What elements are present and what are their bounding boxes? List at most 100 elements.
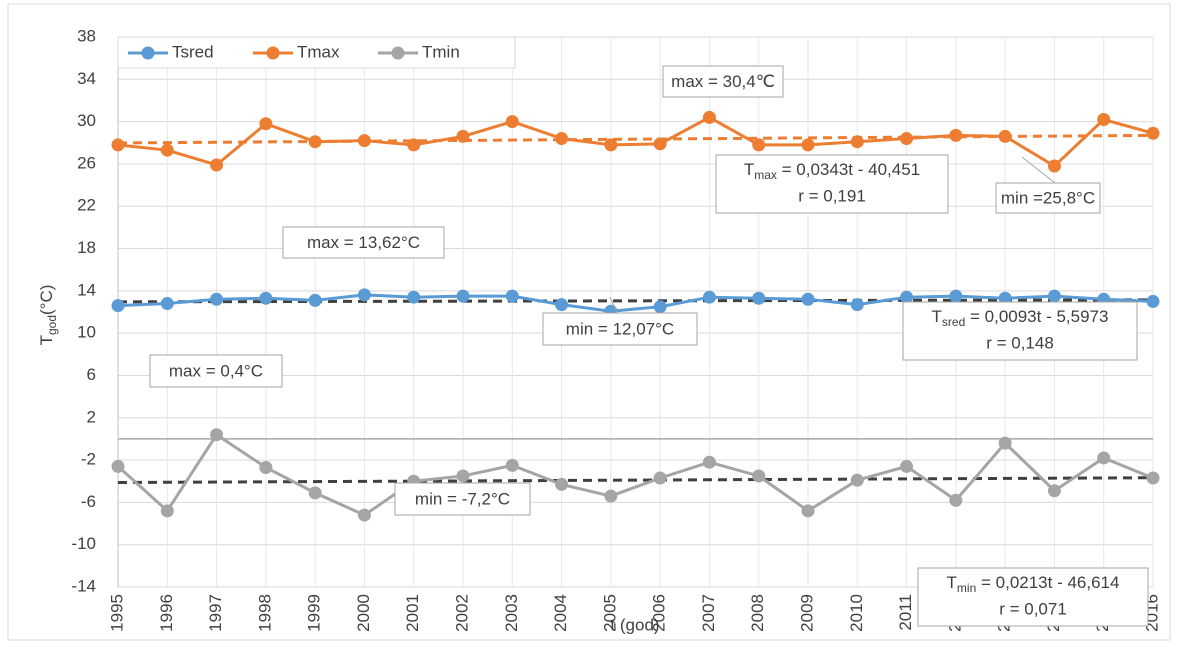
y-tick-label: 22 bbox=[77, 196, 96, 215]
legend-marker bbox=[391, 46, 405, 60]
data-point bbox=[850, 473, 864, 487]
y-label-unit: (°C) bbox=[37, 285, 56, 315]
series-line bbox=[116, 432, 1154, 517]
y-tick-label: 18 bbox=[77, 238, 96, 257]
annotation-box bbox=[715, 154, 949, 214]
x-tick-label: 2004 bbox=[551, 594, 570, 632]
data-point bbox=[555, 132, 569, 146]
x-tick-label: 1999 bbox=[305, 594, 324, 632]
data-point bbox=[653, 471, 667, 485]
data-point bbox=[555, 477, 569, 491]
annotation-text: min = -7,2°C bbox=[415, 489, 510, 508]
data-point bbox=[949, 289, 963, 303]
eq-sub: sred bbox=[942, 315, 965, 329]
data-point bbox=[801, 292, 815, 306]
series-line bbox=[117, 115, 1154, 168]
data-point bbox=[308, 135, 322, 149]
data-point bbox=[555, 298, 569, 312]
y-tick-label: 38 bbox=[77, 26, 96, 45]
x-tick-label: 2001 bbox=[403, 594, 422, 632]
y-tick-label: 26 bbox=[77, 153, 96, 172]
data-point bbox=[1097, 451, 1111, 465]
data-point bbox=[210, 292, 224, 306]
data-point bbox=[357, 134, 371, 148]
data-point bbox=[998, 436, 1012, 450]
data-point bbox=[357, 508, 371, 522]
legend-marker bbox=[266, 46, 280, 60]
data-point bbox=[850, 298, 864, 312]
y-tick-label: 34 bbox=[77, 69, 96, 88]
data-point bbox=[111, 299, 125, 313]
leader-line bbox=[609, 296, 618, 314]
data-point bbox=[456, 289, 470, 303]
x-tick-label: 2010 bbox=[847, 594, 866, 632]
data-point bbox=[160, 504, 174, 518]
data-point bbox=[357, 288, 371, 302]
annotation-box bbox=[282, 226, 445, 259]
annotation-box bbox=[149, 354, 283, 388]
data-point bbox=[1146, 471, 1160, 485]
eq-sub: max bbox=[754, 168, 777, 182]
y-tick-label: 30 bbox=[77, 111, 96, 130]
y-tick-label: -10 bbox=[71, 534, 96, 553]
data-point bbox=[702, 110, 716, 124]
data-point bbox=[1146, 126, 1160, 140]
data-point bbox=[160, 143, 174, 157]
data-point bbox=[259, 117, 273, 131]
annotation-box bbox=[917, 567, 1149, 627]
legend-label: Tsred bbox=[172, 42, 214, 61]
data-point bbox=[210, 158, 224, 172]
x-tick-label: 1998 bbox=[255, 594, 274, 632]
annotation-box bbox=[902, 301, 1138, 361]
y-tick-label: 2 bbox=[87, 407, 96, 426]
data-point bbox=[604, 489, 618, 503]
data-point bbox=[505, 289, 519, 303]
data-point bbox=[259, 291, 273, 305]
x-tick-label: 2003 bbox=[502, 594, 521, 632]
annotation-r: r = 0,071 bbox=[999, 599, 1067, 618]
y-axis-label: Tgod(°C) bbox=[37, 285, 59, 346]
data-point bbox=[900, 132, 914, 146]
y-tick-label: -14 bbox=[71, 576, 96, 595]
x-tick-label: 2007 bbox=[699, 594, 718, 632]
annotation-equation: Tsred = 0,0093t - 5,5973 bbox=[932, 307, 1109, 329]
data-point bbox=[702, 455, 716, 469]
data-point bbox=[752, 138, 766, 152]
data-point bbox=[900, 459, 914, 473]
annotation-text: max = 30,4℃ bbox=[671, 72, 775, 91]
x-tick-label: 2002 bbox=[452, 594, 471, 632]
data-point bbox=[259, 460, 273, 474]
data-point bbox=[1146, 294, 1160, 308]
eq-rest: = 0,0093t - 5,5973 bbox=[965, 307, 1108, 326]
y-label-main: T bbox=[37, 335, 56, 345]
y-tick-label: -2 bbox=[81, 450, 96, 469]
annotation-equation: Tmax = 0,0343t - 40,451 bbox=[744, 160, 920, 182]
eq-rest: = 0,0213t - 46,614 bbox=[976, 573, 1119, 592]
annotation-box bbox=[995, 182, 1101, 214]
eq-rest: = 0,0343t - 40,451 bbox=[777, 160, 920, 179]
data-point bbox=[949, 493, 963, 507]
data-point bbox=[1097, 113, 1111, 126]
data-point bbox=[160, 297, 174, 311]
data-point bbox=[850, 135, 864, 149]
data-point bbox=[111, 138, 125, 152]
annotation-r: r = 0,148 bbox=[986, 333, 1054, 352]
data-point bbox=[752, 469, 766, 483]
data-point bbox=[505, 115, 519, 129]
data-point bbox=[456, 129, 470, 143]
eq-symbol: T bbox=[932, 307, 942, 326]
annotation-r: r = 0,191 bbox=[798, 186, 866, 205]
data-point bbox=[407, 138, 421, 152]
y-tick-label: -6 bbox=[81, 492, 96, 511]
annotation-box bbox=[394, 482, 531, 516]
data-point bbox=[407, 290, 421, 304]
x-tick-label: 1995 bbox=[107, 594, 126, 632]
data-point bbox=[900, 290, 914, 304]
legend-box bbox=[117, 36, 516, 69]
series-line bbox=[117, 293, 1154, 313]
data-point bbox=[752, 291, 766, 305]
trend-line bbox=[117, 298, 1154, 304]
data-point bbox=[949, 128, 963, 142]
y-label-sub: god bbox=[45, 315, 59, 335]
